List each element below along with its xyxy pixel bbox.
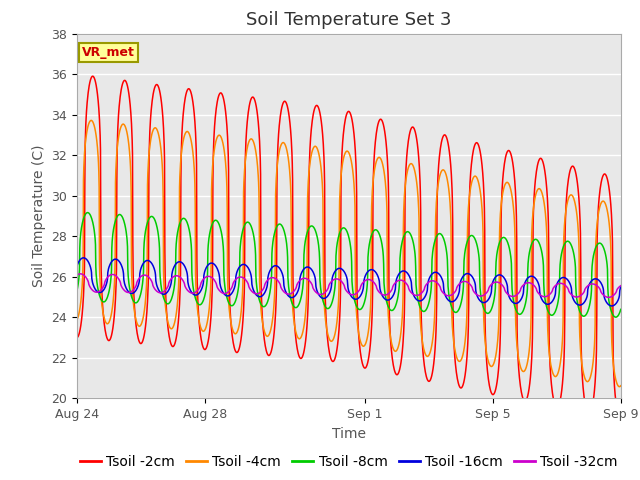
Tsoil -4cm (194, 310, 202, 315)
Y-axis label: Soil Temperature (C): Soil Temperature (C) (31, 145, 45, 287)
Legend: Tsoil -2cm, Tsoil -4cm, Tsoil -8cm, Tsoil -16cm, Tsoil -32cm: Tsoil -2cm, Tsoil -4cm, Tsoil -8cm, Tsoi… (74, 449, 623, 474)
Tsoil -16cm (209, 261, 217, 266)
Tsoil -2cm (89, 73, 97, 79)
Tsoil -4cm (497, 200, 505, 205)
Tsoil -8cm (209, 219, 217, 225)
Tsoil -32cm (209, 276, 217, 282)
Title: Soil Temperature Set 3: Soil Temperature Set 3 (246, 11, 452, 29)
X-axis label: Time: Time (332, 427, 366, 441)
Tsoil -32cm (77, 271, 84, 276)
Tsoil -4cm (209, 156, 217, 162)
Tsoil -32cm (605, 294, 612, 300)
Tsoil -32cm (73, 273, 81, 278)
Tsoil -8cm (163, 300, 170, 306)
Tsoil -16cm (194, 291, 202, 297)
Tsoil -8cm (612, 314, 620, 320)
Tsoil -4cm (87, 118, 95, 123)
Tsoil -32cm (163, 286, 170, 292)
Tsoil -4cm (617, 383, 625, 389)
Tsoil -16cm (497, 273, 505, 278)
Tsoil -8cm (617, 306, 625, 312)
Tsoil -2cm (497, 203, 505, 208)
Tsoil -16cm (79, 255, 87, 261)
Tsoil -8cm (365, 241, 373, 247)
Tsoil -16cm (617, 284, 625, 289)
Tsoil -32cm (617, 283, 625, 288)
Tsoil -2cm (617, 418, 625, 424)
Line: Tsoil -16cm: Tsoil -16cm (77, 258, 621, 306)
Line: Tsoil -2cm: Tsoil -2cm (77, 76, 621, 421)
Tsoil -8cm (84, 210, 92, 216)
Tsoil -4cm (163, 312, 170, 318)
Tsoil -16cm (608, 303, 616, 309)
Line: Tsoil -4cm: Tsoil -4cm (77, 120, 621, 387)
Tsoil -2cm (88, 74, 95, 80)
Tsoil -2cm (209, 155, 217, 161)
Tsoil -16cm (163, 290, 170, 296)
Line: Tsoil -32cm: Tsoil -32cm (77, 274, 621, 297)
Text: VR_met: VR_met (82, 47, 135, 60)
Tsoil -2cm (365, 350, 373, 356)
Tsoil -2cm (73, 335, 81, 340)
Tsoil -16cm (88, 278, 96, 284)
Tsoil -32cm (365, 276, 373, 282)
Tsoil -32cm (88, 287, 96, 293)
Tsoil -4cm (616, 384, 623, 390)
Tsoil -4cm (88, 118, 96, 124)
Tsoil -4cm (73, 317, 81, 323)
Tsoil -32cm (194, 287, 202, 293)
Tsoil -8cm (88, 217, 96, 223)
Tsoil -8cm (194, 301, 202, 307)
Tsoil -4cm (365, 321, 373, 326)
Tsoil -16cm (73, 264, 81, 269)
Tsoil -2cm (194, 300, 202, 305)
Tsoil -2cm (163, 308, 170, 314)
Line: Tsoil -8cm: Tsoil -8cm (77, 213, 621, 317)
Tsoil -16cm (365, 267, 373, 273)
Tsoil -8cm (73, 288, 81, 294)
Tsoil -8cm (497, 236, 505, 242)
Tsoil -32cm (497, 281, 505, 287)
